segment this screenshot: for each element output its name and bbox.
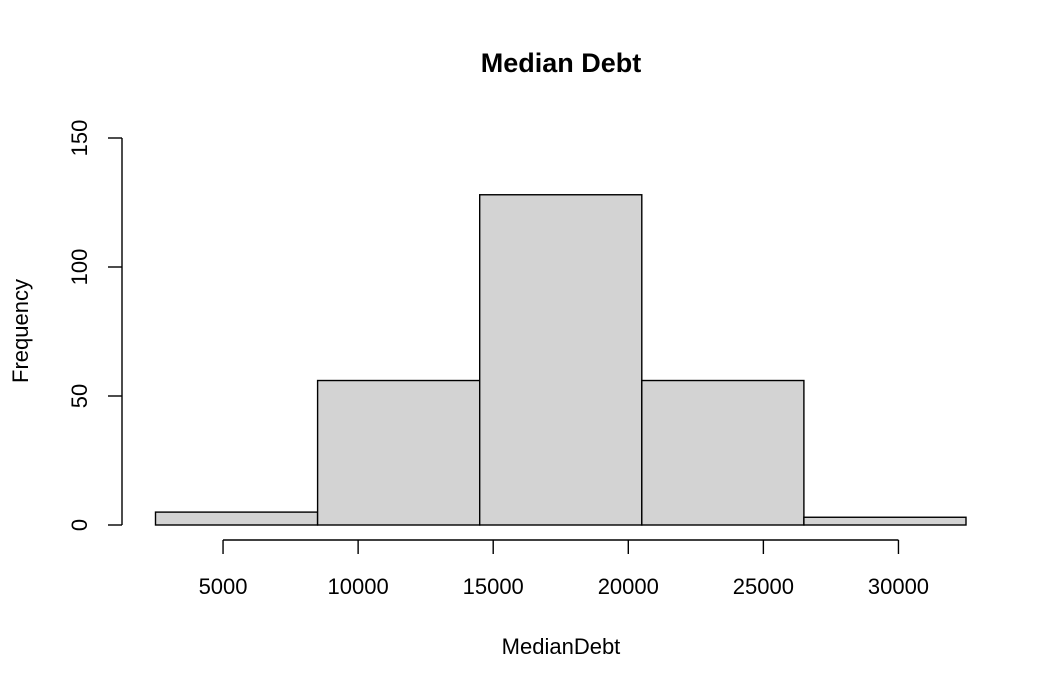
histogram-bar-2 (316, 379, 481, 526)
x-axis-label: MedianDebt (502, 634, 621, 659)
histogram-bar-3 (479, 194, 643, 526)
histogram-bar-5 (803, 516, 967, 526)
histogram-bar-4 (641, 379, 805, 526)
histogram-bar-1 (154, 511, 319, 526)
x-tick-label-25000: 25000 (733, 574, 794, 599)
x-tick-label-30000: 30000 (868, 574, 929, 599)
y-tick-label-0: 0 (67, 519, 92, 531)
histogram-bars (154, 194, 967, 526)
x-tick-label-10000: 10000 (328, 574, 389, 599)
x-tick-label-15000: 15000 (463, 574, 524, 599)
chart-title: Median Debt (481, 48, 642, 78)
y-tick-label-100: 100 (67, 249, 92, 286)
y-tick-label-150: 150 (67, 120, 92, 157)
x-tick-label-5000: 5000 (199, 574, 248, 599)
y-axis: 0 50 100 150 (67, 120, 123, 531)
x-tick-label-20000: 20000 (598, 574, 659, 599)
y-axis-label: Frequency (8, 279, 33, 383)
y-tick-label-50: 50 (67, 384, 92, 408)
x-axis: 5000 10000 15000 20000 25000 30000 (199, 539, 929, 599)
